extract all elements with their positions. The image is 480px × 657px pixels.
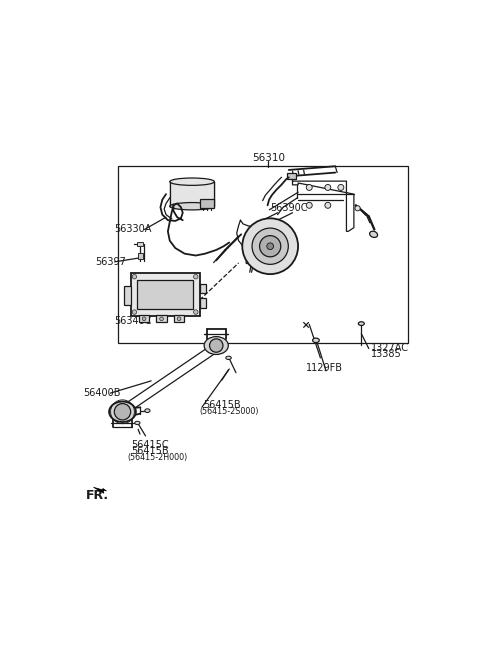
Ellipse shape [359,322,364,325]
Polygon shape [94,487,107,493]
Bar [156,315,167,323]
Bar [170,182,215,206]
Ellipse shape [170,178,215,185]
Text: 56390C: 56390C [270,203,308,214]
Bar [200,284,206,294]
Ellipse shape [145,409,150,413]
Ellipse shape [204,336,228,355]
Bar [124,286,131,305]
Bar [200,198,214,208]
Circle shape [306,185,312,191]
Bar [137,242,143,246]
Circle shape [267,243,274,250]
Ellipse shape [370,231,378,237]
Circle shape [242,218,298,274]
Circle shape [132,310,137,314]
Circle shape [114,403,131,420]
Circle shape [338,185,344,191]
Text: 13385: 13385 [371,349,401,359]
Ellipse shape [226,356,231,359]
Circle shape [325,185,331,191]
Circle shape [252,228,288,264]
Text: 56397: 56397 [96,257,126,267]
Bar [174,315,184,323]
Ellipse shape [135,421,140,424]
Circle shape [260,236,281,257]
Circle shape [142,317,146,321]
Circle shape [355,206,360,211]
Text: (56415-2S000): (56415-2S000) [200,407,259,417]
Circle shape [160,317,163,321]
Text: 56415C: 56415C [132,440,169,449]
Circle shape [306,202,312,208]
Text: 56340C: 56340C [114,317,152,327]
Text: 56310: 56310 [252,153,285,163]
Ellipse shape [312,338,319,342]
Circle shape [210,339,223,352]
Text: 56415B: 56415B [132,446,169,456]
Bar [287,173,296,179]
Text: 56400B: 56400B [83,388,120,398]
Circle shape [193,310,198,314]
Ellipse shape [170,202,215,210]
Text: 1327AC: 1327AC [371,343,408,353]
Text: 56330A: 56330A [114,225,151,235]
Bar [200,298,206,307]
Bar [139,315,149,323]
Circle shape [177,317,181,321]
Bar [137,280,193,309]
Bar [118,166,408,343]
Text: (56415-2H000): (56415-2H000) [127,453,187,462]
Text: FR.: FR. [86,489,109,502]
Circle shape [193,275,198,279]
Bar [131,273,200,316]
Bar [138,252,143,260]
Ellipse shape [109,401,136,422]
Circle shape [132,275,137,279]
Circle shape [325,202,331,208]
Text: 1129FB: 1129FB [306,363,343,373]
Text: 56415B: 56415B [203,400,241,411]
